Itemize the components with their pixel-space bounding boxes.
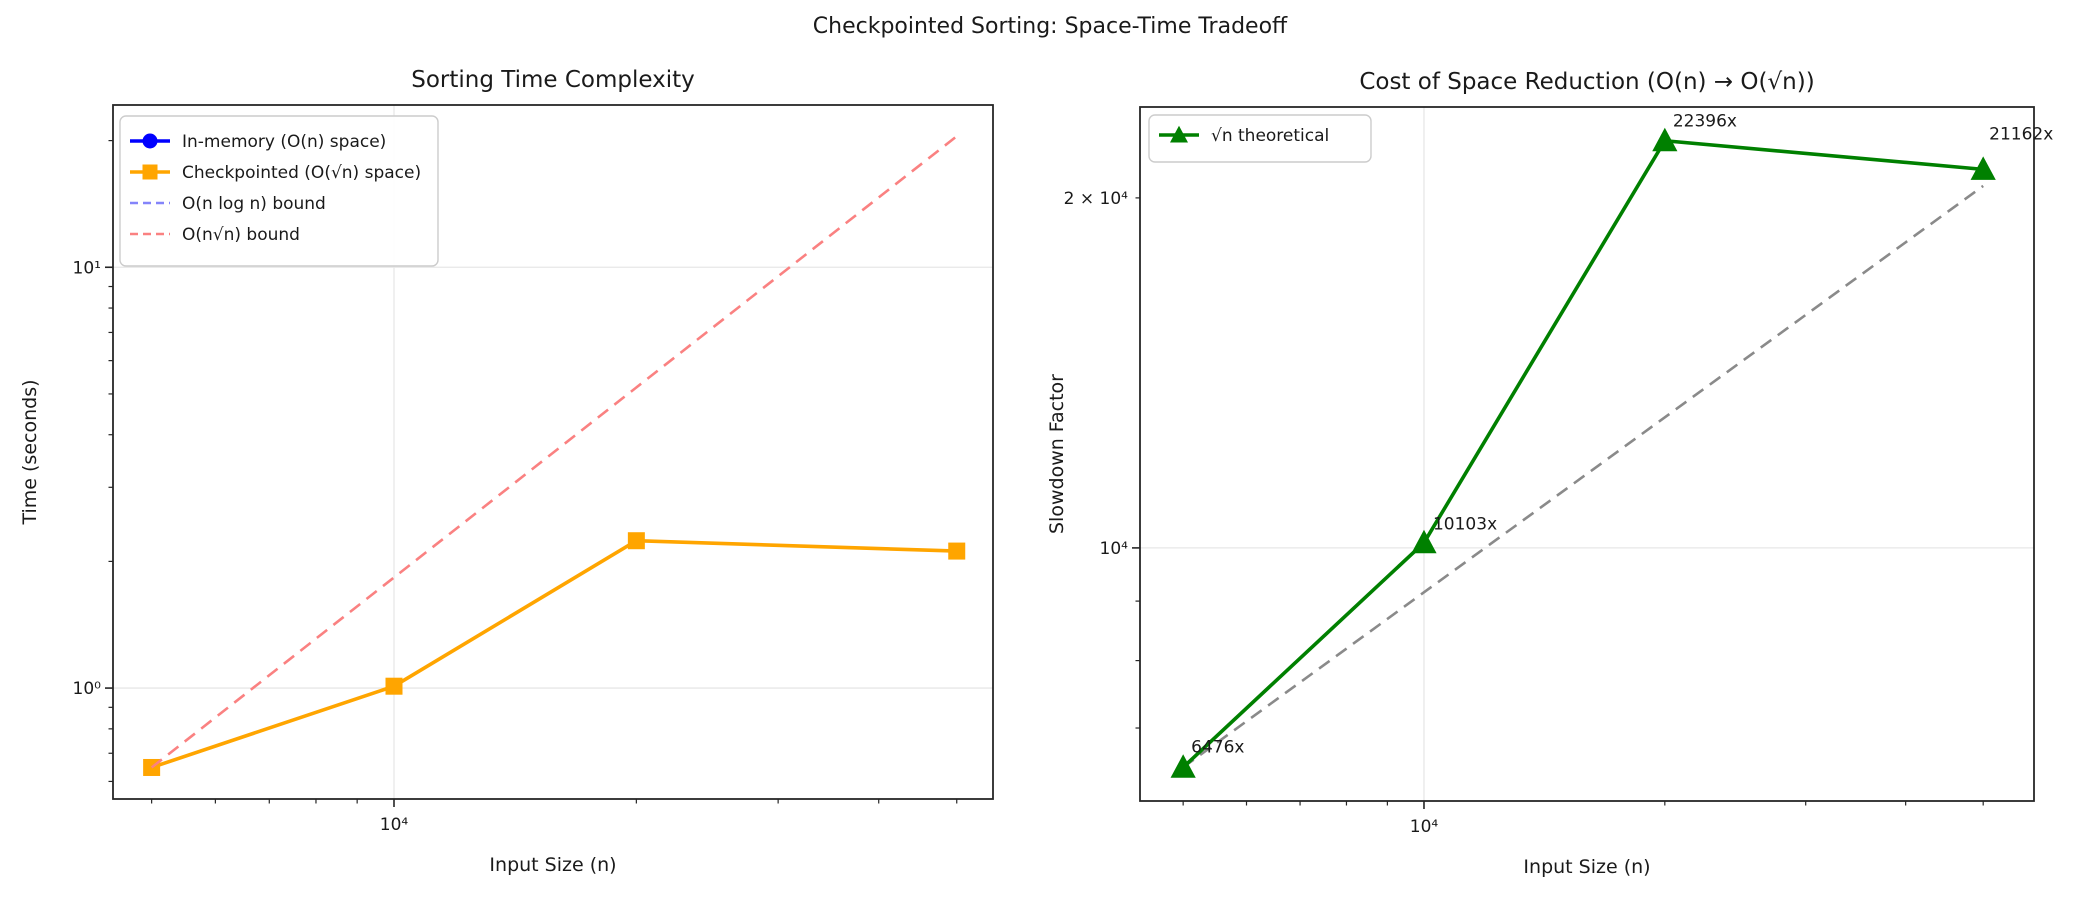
legend-label: √n theoretical (1211, 126, 1329, 146)
x-tick-label: 10⁴ (1410, 817, 1439, 837)
series-line (1181, 138, 1984, 769)
legend-sample-marker (142, 164, 158, 180)
legend-label: Checkpointed (O(√n) space) (182, 163, 421, 183)
legend-label: O(n log n) bound (182, 194, 326, 214)
grid (1140, 107, 2034, 801)
annotation-label: 10103x (1433, 515, 1497, 535)
y-axis-label: Slowdown Factor (1046, 374, 1068, 534)
subplot-title: Cost of Space Reduction (O(n) → O(√n)) (1359, 69, 1814, 95)
annotation-label: 22396x (1673, 112, 1737, 132)
axes-spines (1139, 106, 2035, 802)
series-line (150, 135, 958, 769)
ticks: 10⁴ 10⁰ 10¹ (73, 139, 958, 835)
legend: In-memory (O(n) space) Checkpointed (O(√n… (119, 115, 439, 267)
x-axis-label: Input Size (n) (1523, 856, 1650, 878)
data-point-marker (385, 677, 403, 695)
data-point-marker (1652, 127, 1678, 152)
series-checkpointed (143, 532, 966, 776)
series-sqrt-n-theoretical (1182, 184, 1984, 769)
figure-title: Checkpointed Sorting: Space-Time Tradeof… (812, 14, 1288, 39)
subplot-right: 10⁴ 10⁴ 2 × 10⁴ Input Size (n) Slowdown Fact… (1046, 69, 2053, 878)
axes-spines (112, 104, 994, 800)
data-point-marker (1411, 529, 1437, 554)
annotation-label: 6476x (1191, 737, 1244, 757)
legend-box (119, 115, 439, 267)
data-point-marker (948, 542, 966, 560)
legend-label: O(n√n) bound (182, 225, 300, 245)
y-tick-label: 10¹ (73, 258, 101, 278)
data-point-marker (627, 532, 645, 550)
y-axis-label: Time (seconds) (19, 379, 41, 525)
y-tick-label: 10⁴ (1100, 539, 1129, 559)
legend-box (1148, 114, 1372, 163)
legend-sample-marker (142, 133, 158, 149)
subplot-left: 10⁴ 10⁰ 10¹ Input Size (n) Time (seconds) Sor… (19, 67, 994, 876)
data-point-marker (1970, 156, 1996, 180)
y-tick-label: 2 × 10⁴ (1064, 189, 1128, 209)
series-line (151, 538, 957, 770)
subplot-title: Sorting Time Complexity (411, 67, 695, 93)
series-nsqrtn-bound (150, 135, 958, 769)
x-tick-label: 10⁴ (380, 815, 409, 835)
legend: √n theoretical (1148, 114, 1372, 163)
ticks: 10⁴ 10⁴ 2 × 10⁴ (1064, 189, 1984, 837)
legend-label: In-memory (O(n) space) (182, 132, 386, 152)
annotation-label: 21162x (1989, 124, 2053, 144)
x-axis-label: Input Size (n) (489, 854, 616, 876)
series-line (1182, 184, 1984, 769)
y-tick-label: 10⁰ (73, 679, 102, 699)
legend-sample-marker (1170, 125, 1188, 143)
data-point-marker (1170, 754, 1196, 778)
series-slowdown (1170, 127, 1996, 778)
